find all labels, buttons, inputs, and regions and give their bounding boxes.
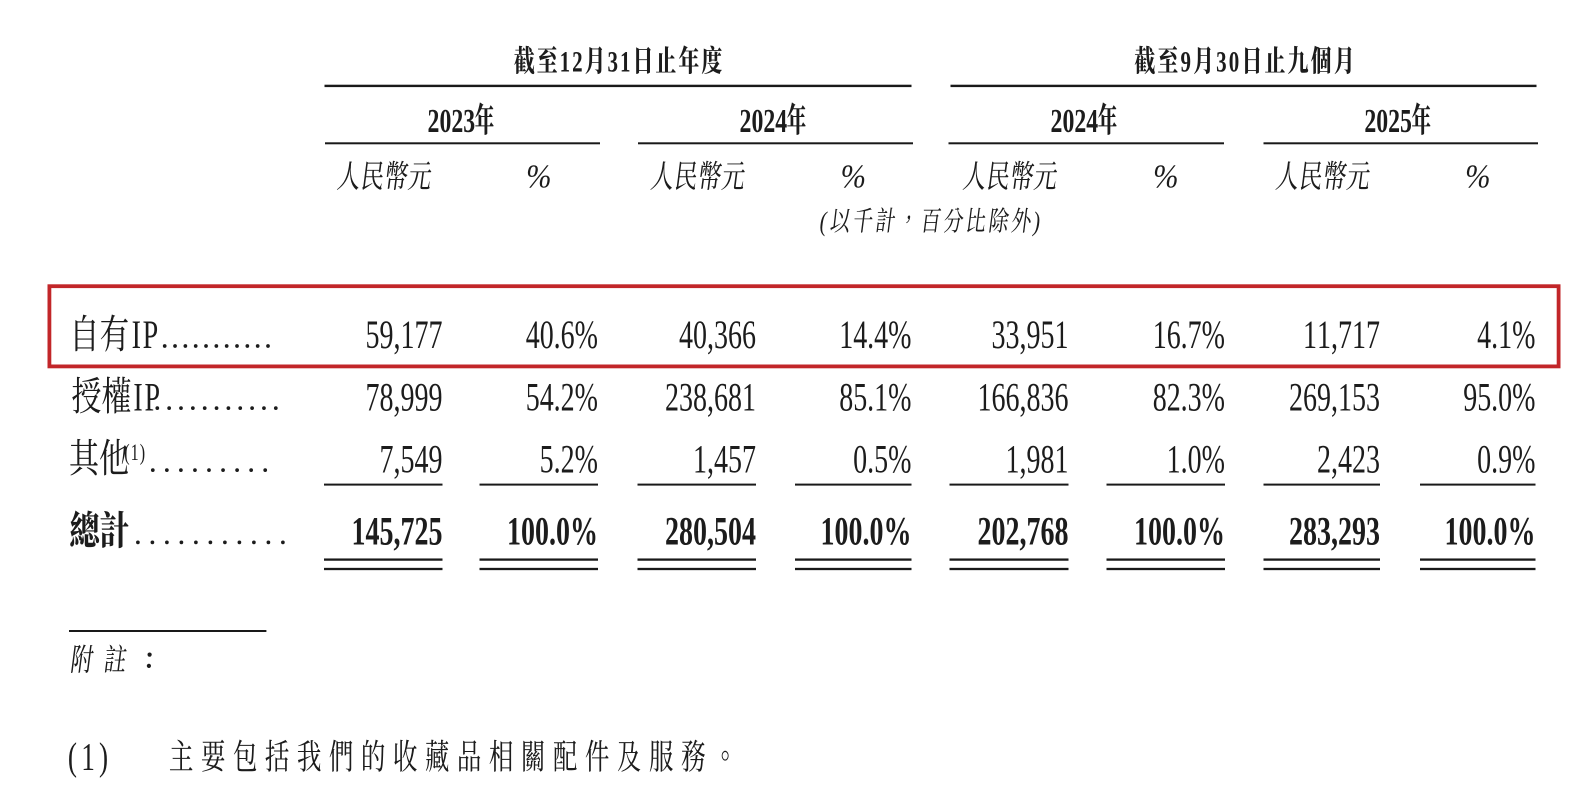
svg-text:100.0%: 100.0% bbox=[821, 510, 912, 554]
svg-text:0: 0 bbox=[1229, 45, 1239, 79]
svg-text:1: 1 bbox=[560, 45, 570, 79]
svg-text:3: 3 bbox=[1216, 45, 1227, 79]
svg-text:78,999: 78,999 bbox=[366, 376, 443, 420]
svg-text:59,177: 59,177 bbox=[366, 313, 443, 357]
svg-text:(1): (1) bbox=[124, 440, 146, 465]
svg-text:9: 9 bbox=[1180, 45, 1190, 79]
svg-text:100.0%: 100.0% bbox=[507, 510, 598, 554]
svg-text:(1): (1) bbox=[68, 736, 112, 779]
svg-text:0.5%: 0.5% bbox=[853, 438, 911, 482]
svg-text:5.2%: 5.2% bbox=[540, 438, 598, 482]
svg-text:100.0%: 100.0% bbox=[1445, 510, 1536, 554]
svg-text:82.3%: 82.3% bbox=[1153, 376, 1225, 420]
svg-text:2: 2 bbox=[572, 45, 582, 79]
svg-text:2025: 2025 bbox=[1364, 103, 1412, 140]
svg-text:100.0%: 100.0% bbox=[1134, 510, 1225, 554]
svg-text:166,836: 166,836 bbox=[978, 376, 1069, 420]
svg-text:IP: IP bbox=[133, 376, 161, 420]
svg-text:145,725: 145,725 bbox=[352, 510, 443, 554]
svg-text:): ) bbox=[1031, 207, 1040, 237]
svg-text:2023: 2023 bbox=[428, 103, 476, 140]
svg-text:202,768: 202,768 bbox=[978, 510, 1069, 554]
svg-text:7,549: 7,549 bbox=[380, 438, 443, 482]
svg-text:%: % bbox=[1465, 157, 1490, 195]
svg-text:40.6%: 40.6% bbox=[526, 313, 598, 357]
svg-text:40,366: 40,366 bbox=[679, 313, 756, 357]
svg-text:2024: 2024 bbox=[1051, 103, 1099, 140]
svg-text:%: % bbox=[526, 157, 551, 195]
svg-text:238,681: 238,681 bbox=[665, 376, 756, 420]
svg-text:1,981: 1,981 bbox=[1006, 438, 1069, 482]
svg-text:1: 1 bbox=[620, 45, 630, 79]
svg-text:280,504: 280,504 bbox=[665, 510, 756, 554]
svg-text:85.1%: 85.1% bbox=[839, 376, 911, 420]
svg-text:283,293: 283,293 bbox=[1289, 510, 1380, 554]
svg-text:16.7%: 16.7% bbox=[1153, 313, 1225, 357]
svg-text:2024: 2024 bbox=[740, 103, 788, 140]
svg-text:(: ( bbox=[820, 207, 829, 237]
svg-text:14.4%: 14.4% bbox=[839, 313, 911, 357]
svg-text:54.2%: 54.2% bbox=[526, 376, 598, 420]
svg-text:1,457: 1,457 bbox=[693, 438, 756, 482]
svg-text:4.1%: 4.1% bbox=[1477, 313, 1535, 357]
svg-text:%: % bbox=[841, 157, 866, 195]
svg-text:95.0%: 95.0% bbox=[1463, 376, 1535, 420]
svg-text:3: 3 bbox=[608, 45, 619, 79]
svg-text:2,423: 2,423 bbox=[1317, 438, 1380, 482]
svg-text:%: % bbox=[1153, 157, 1178, 195]
svg-text:11,717: 11,717 bbox=[1303, 313, 1380, 357]
svg-text:1.0%: 1.0% bbox=[1167, 438, 1225, 482]
svg-text:IP: IP bbox=[132, 313, 160, 357]
svg-text:33,951: 33,951 bbox=[992, 313, 1069, 357]
svg-text:269,153: 269,153 bbox=[1289, 376, 1380, 420]
svg-text:0.9%: 0.9% bbox=[1477, 438, 1535, 482]
